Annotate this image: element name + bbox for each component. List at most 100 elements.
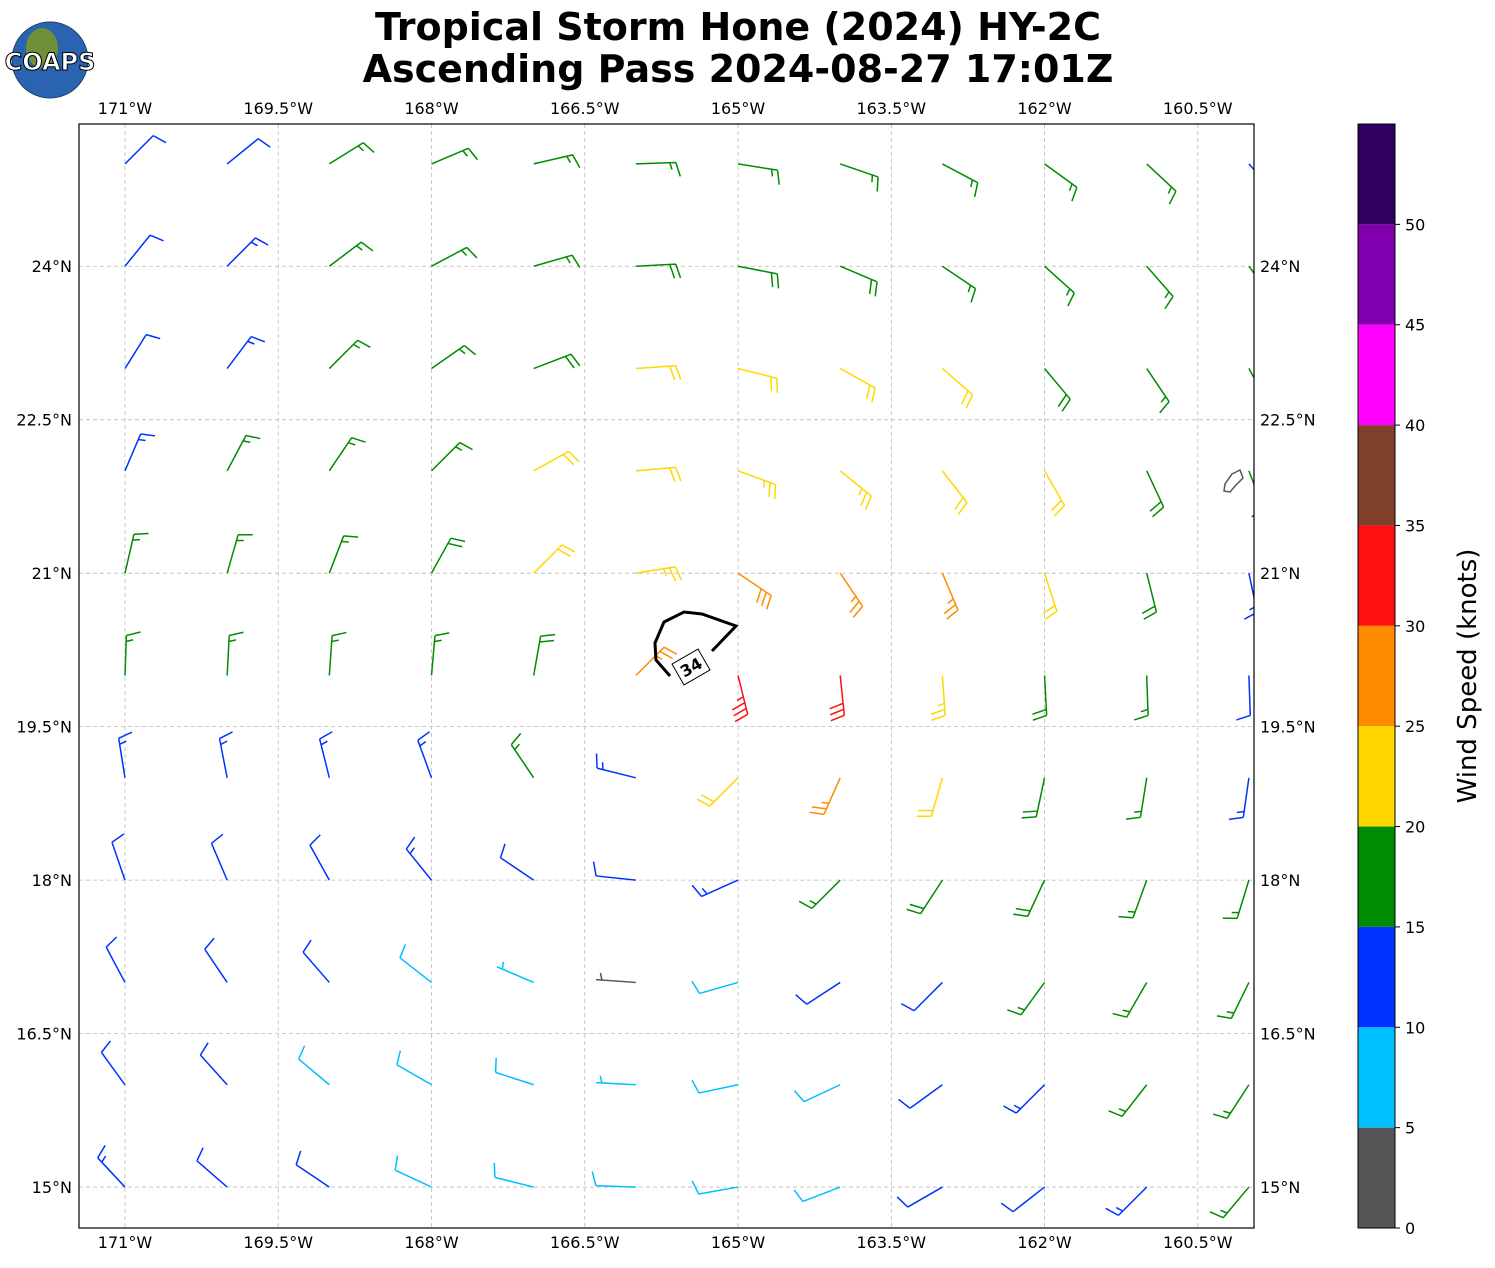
logo-text: COAPS xyxy=(5,48,96,76)
wind-barb xyxy=(898,1084,943,1109)
wind-barb xyxy=(839,163,879,192)
wind-barb xyxy=(1108,1084,1148,1117)
wind-barb xyxy=(100,1040,126,1086)
y-tick-label: 15°N xyxy=(1260,1178,1300,1197)
x-tick-label: 168°W xyxy=(404,1233,459,1252)
wind-barb xyxy=(1146,163,1177,205)
colorbar-tick-label: 0 xyxy=(1405,1219,1415,1238)
wind-barb xyxy=(793,1186,841,1203)
wind-barb xyxy=(1228,777,1250,821)
x-tick-label: 166.5°W xyxy=(550,1233,620,1252)
colorbar-segment xyxy=(1358,124,1395,225)
wind-barb xyxy=(431,344,477,370)
wind-barb xyxy=(930,675,946,722)
colorbar-segment xyxy=(1358,224,1395,325)
wind-barb xyxy=(941,572,959,620)
wind-barb xyxy=(226,434,261,472)
wind-barb xyxy=(595,753,637,779)
wind-barb xyxy=(1013,879,1046,918)
colorbar-segment xyxy=(1358,324,1395,426)
wind-barb xyxy=(399,944,432,984)
wind-barb xyxy=(839,367,876,403)
contour-label-box xyxy=(671,648,711,686)
wind-barb xyxy=(117,731,133,778)
colorbar-tick-label: 25 xyxy=(1405,717,1425,736)
wind-barb xyxy=(1209,1186,1250,1219)
wind-barb xyxy=(839,572,864,618)
wind-barb xyxy=(1007,981,1046,1016)
wind-barb xyxy=(592,861,636,881)
wind-barb xyxy=(510,733,535,779)
colorbar-segment xyxy=(1358,926,1395,1028)
y-tick-label: 24°N xyxy=(1260,257,1300,276)
wind-barb xyxy=(793,1084,841,1103)
wind-barb xyxy=(1043,470,1066,517)
colorbar-tick-label: 50 xyxy=(1405,215,1425,234)
wind-barb xyxy=(1146,470,1165,518)
wind-barb xyxy=(533,544,576,574)
wind-barb xyxy=(1212,1084,1250,1120)
wind-barb xyxy=(394,1155,432,1188)
wind-barb xyxy=(1141,572,1158,620)
wind-barb xyxy=(737,367,779,393)
wind-barb xyxy=(1032,675,1048,721)
y-tick-label: 19.5°N xyxy=(1260,718,1316,737)
colorbar-segment xyxy=(1358,1127,1395,1228)
wind-barb xyxy=(829,675,846,722)
colorbar-segment xyxy=(1358,425,1395,526)
wind-barb xyxy=(1003,1084,1046,1114)
wind-barb xyxy=(302,939,330,983)
x-tick-label: 163.5°W xyxy=(856,99,926,118)
wind-barb xyxy=(1236,675,1252,721)
wind-barb xyxy=(199,1042,228,1086)
wind-barb xyxy=(691,879,739,898)
x-tick-label: 160.5°W xyxy=(1163,99,1233,118)
chart-subtitle: Ascending Pass 2024-08-27 17:01Z xyxy=(363,47,1114,91)
wind-barb xyxy=(124,333,161,369)
wind-barb xyxy=(1222,879,1250,920)
wind-barb xyxy=(204,937,228,983)
y-tick-label: 16.5°N xyxy=(1260,1025,1316,1044)
wind-barb xyxy=(691,1079,739,1094)
wind-barb xyxy=(1134,675,1149,721)
x-tick-label: 168°W xyxy=(404,99,459,118)
wind-barb xyxy=(210,833,228,881)
map-frame xyxy=(78,123,1255,1229)
wind-barb xyxy=(595,1075,636,1086)
wind-barb xyxy=(328,142,375,165)
y-tick-label: 21°N xyxy=(1260,564,1300,583)
wind-barb xyxy=(1021,777,1046,819)
y-tick-label: 18°N xyxy=(32,871,72,890)
x-tick-label: 163.5°W xyxy=(856,1233,926,1252)
wind-barb xyxy=(328,535,359,574)
y-tick-label: 21°N xyxy=(32,564,72,583)
wind-barb xyxy=(430,537,466,574)
x-tick-label: 169.5°W xyxy=(243,99,313,118)
colorbar-tick-label: 40 xyxy=(1405,416,1425,435)
wind-barb xyxy=(328,339,371,370)
wind-barb xyxy=(809,777,841,816)
wind-barb xyxy=(396,1050,432,1086)
wind-barb xyxy=(124,631,141,676)
x-tick-label: 165°W xyxy=(711,1233,766,1252)
wind-barb xyxy=(1243,573,1254,620)
grid xyxy=(79,124,1254,1228)
wind-barb xyxy=(1248,368,1254,380)
y-tick-label: 18°N xyxy=(1260,871,1300,890)
wind-barb xyxy=(1043,368,1071,412)
wind-barb xyxy=(941,367,974,409)
wind-barb xyxy=(635,263,682,279)
wind-barb xyxy=(941,470,968,515)
wind-barb xyxy=(1125,777,1148,820)
wind-barb xyxy=(226,138,271,165)
wind-barb xyxy=(124,532,149,574)
wind-barb xyxy=(226,631,244,676)
wind-barb xyxy=(431,246,478,267)
wind-barb xyxy=(533,353,581,370)
overlay: 34 xyxy=(653,468,1244,686)
wind-barb xyxy=(1044,265,1075,307)
x-tick-label: 162°W xyxy=(1017,1233,1072,1252)
colorbar-frame xyxy=(1357,123,1396,1229)
wind-barb xyxy=(635,466,682,482)
wind-barb xyxy=(916,777,944,818)
